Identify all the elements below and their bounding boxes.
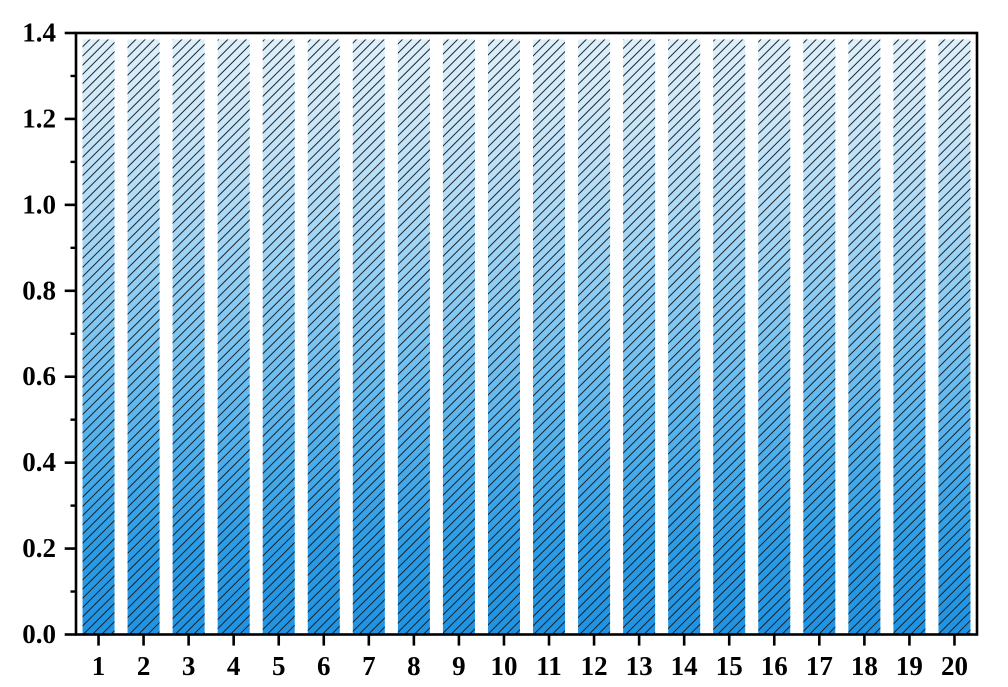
svg-text:1.4: 1.4 [22,18,56,48]
svg-text:1.2: 1.2 [22,103,56,133]
svg-text:9: 9 [452,651,466,681]
svg-text:20: 20 [941,651,968,681]
svg-text:0.4: 0.4 [22,447,56,477]
svg-text:1.0: 1.0 [22,189,56,219]
svg-text:8: 8 [407,651,421,681]
svg-text:0.6: 0.6 [22,361,56,391]
svg-text:6: 6 [317,651,331,681]
svg-text:19: 19 [896,651,923,681]
svg-text:0.2: 0.2 [22,533,56,563]
svg-text:3: 3 [182,651,196,681]
svg-text:18: 18 [851,651,878,681]
svg-text:7: 7 [362,651,376,681]
svg-text:2: 2 [137,651,151,681]
svg-text:4: 4 [227,651,241,681]
svg-text:11: 11 [536,651,562,681]
svg-text:0.8: 0.8 [22,275,56,305]
svg-text:17: 17 [806,651,833,681]
svg-text:13: 13 [626,651,653,681]
svg-text:1: 1 [92,651,106,681]
svg-text:16: 16 [761,651,788,681]
svg-text:15: 15 [716,651,743,681]
svg-text:12: 12 [581,651,608,681]
svg-text:10: 10 [490,651,517,681]
svg-text:0.0: 0.0 [22,619,56,649]
svg-text:14: 14 [671,651,698,681]
svg-text:5: 5 [272,651,286,681]
